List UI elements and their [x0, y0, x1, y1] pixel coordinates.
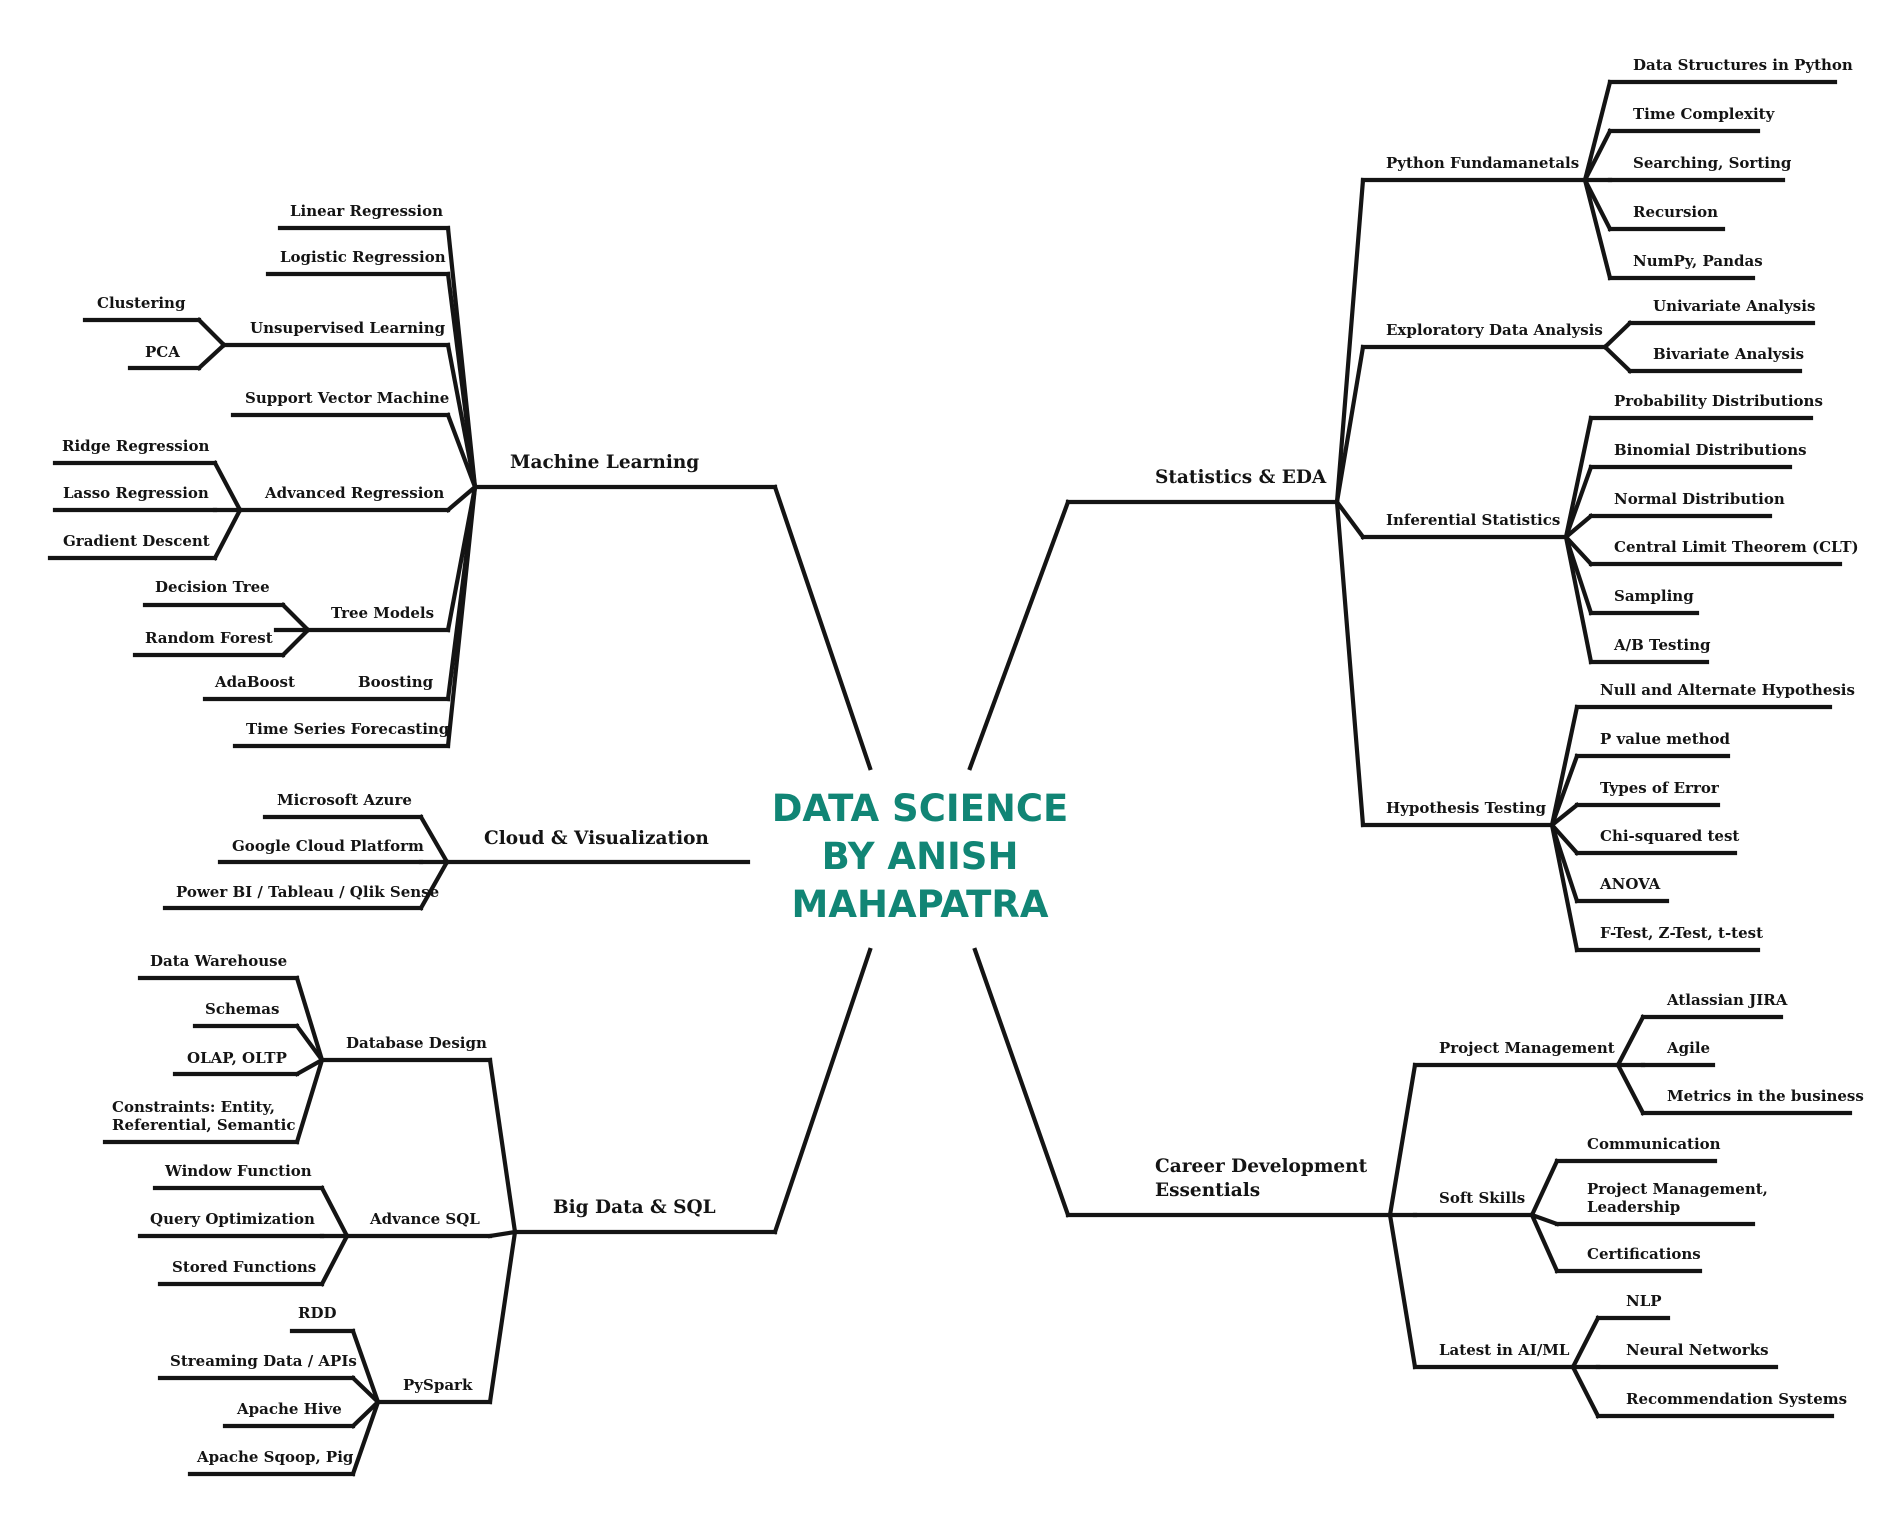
topic-logistic-regression: Logistic Regression [280, 248, 446, 266]
item-anova: ANOVA [1599, 875, 1661, 893]
item-query-optimization: Query Optimization [150, 1210, 315, 1228]
branch-label-career-line-1: Career Development [1155, 1156, 1368, 1177]
item-chi-squared-test: Chi-squared test [1600, 827, 1739, 845]
topic-advance-sql: Advance SQL [369, 1210, 480, 1228]
topic-inferential-statistics: Inferential Statistics [1386, 511, 1560, 529]
center-title-line-2: BY ANISH [822, 835, 1019, 878]
item-google-cloud-platform: Google Cloud Platform [232, 837, 424, 855]
topic-tree-models: Tree Models [331, 604, 434, 622]
item-certifications: Certifications [1587, 1245, 1701, 1263]
branch-label-statistics-eda: Statistics & EDA [1155, 467, 1327, 488]
item-metrics-in-business: Metrics in the business [1667, 1087, 1864, 1105]
item-ab-testing: A/B Testing [1613, 636, 1711, 654]
item-agile: Agile [1666, 1039, 1710, 1057]
item-sampling: Sampling [1614, 587, 1694, 605]
item-types-of-error: Types of Error [1600, 779, 1720, 797]
item-bivariate-analysis: Bivariate Analysis [1653, 345, 1804, 363]
item-p-value-method: P value method [1600, 730, 1731, 748]
item-communication: Communication [1587, 1135, 1721, 1153]
branch-career-development: Career Development Essentials Project Ma… [1155, 991, 1864, 1408]
item-null-alternate-hypothesis: Null and Alternate Hypothesis [1600, 681, 1855, 699]
item-stored-functions: Stored Functions [172, 1258, 316, 1276]
topic-boosting: Boosting [358, 673, 434, 691]
topic-hypothesis-testing: Hypothesis Testing [1386, 799, 1547, 817]
item-clustering: Clustering [97, 294, 186, 312]
connector-lines [47, 79, 1853, 1477]
item-time-complexity: Time Complexity [1633, 105, 1776, 123]
item-probability-distributions: Probability Distributions [1614, 392, 1823, 410]
branch-label-career-line-2: Essentials [1155, 1180, 1260, 1201]
branch-cloud-visualization: Cloud & Visualization Microsoft Azure Go… [176, 791, 709, 901]
topic-project-management: Project Management [1439, 1039, 1615, 1057]
topic-unsupervised-learning: Unsupervised Learning [250, 319, 446, 337]
center-title-line-3: MAHAPATRA [792, 883, 1049, 926]
item-apache-sqoop-pig: Apache Sqoop, Pig [196, 1448, 354, 1466]
item-microsoft-azure: Microsoft Azure [277, 791, 412, 809]
item-decision-tree: Decision Tree [155, 578, 270, 596]
item-pca: PCA [145, 343, 180, 361]
item-pm-leadership-line-2: Leadership [1587, 1198, 1680, 1216]
item-univariate-analysis: Univariate Analysis [1653, 297, 1815, 315]
item-data-structures-python: Data Structures in Python [1633, 56, 1853, 74]
item-binomial-distributions: Binomial Distributions [1614, 441, 1807, 459]
topic-support-vector-machine: Support Vector Machine [245, 389, 449, 407]
item-recommendation-systems: Recommendation Systems [1626, 1390, 1847, 1408]
item-lasso-regression: Lasso Regression [63, 484, 209, 502]
branch-label-machine-learning: Machine Learning [510, 452, 699, 473]
branch-statistics-eda: Statistics & EDA Python Fundamanetals Da… [1155, 56, 1859, 942]
item-streaming-data-apis: Streaming Data / APIs [170, 1352, 357, 1370]
item-power-bi-tableau-qlik: Power BI / Tableau / Qlik Sense [176, 883, 439, 901]
item-central-limit-theorem: Central Limit Theorem (CLT) [1614, 538, 1859, 556]
item-searching-sorting: Searching, Sorting [1633, 154, 1792, 172]
topic-latest-ai-ml: Latest in AI/ML [1439, 1341, 1570, 1359]
item-apache-hive: Apache Hive [236, 1400, 342, 1418]
item-pm-leadership-line-1: Project Management, [1587, 1180, 1768, 1198]
item-constraints-line-2: Referential, Semantic [112, 1116, 295, 1134]
topic-soft-skills: Soft Skills [1439, 1189, 1525, 1207]
topic-advanced-regression: Advanced Regression [264, 484, 444, 502]
item-rdd: RDD [298, 1304, 336, 1322]
topic-pyspark: PySpark [403, 1376, 473, 1394]
branch-big-data-sql: Big Data & SQL Database Design Data Ware… [112, 952, 716, 1466]
item-numpy-pandas: NumPy, Pandas [1633, 252, 1763, 270]
topic-time-series-forecasting: Time Series Forecasting [246, 720, 450, 738]
item-schemas: Schemas [205, 1000, 279, 1018]
item-ridge-regression: Ridge Regression [62, 437, 209, 455]
topic-database-design: Database Design [346, 1034, 487, 1052]
branch-machine-learning: Machine Learning Linear Regression Logis… [62, 202, 699, 738]
central-title: DATA SCIENCE BY ANISH MAHAPATRA [772, 787, 1069, 926]
item-olap-oltp: OLAP, OLTP [187, 1049, 287, 1067]
item-random-forest: Random Forest [145, 629, 273, 647]
item-window-function: Window Function [164, 1162, 312, 1180]
item-constraints-line-1: Constraints: Entity, [112, 1098, 275, 1116]
item-neural-networks: Neural Networks [1626, 1341, 1769, 1359]
center-title-line-1: DATA SCIENCE [772, 787, 1069, 830]
item-adaboost: AdaBoost [214, 673, 295, 691]
item-atlassian-jira: Atlassian JIRA [1666, 991, 1788, 1009]
item-f-z-t-test: F-Test, Z-Test, t-test [1600, 924, 1763, 942]
branch-label-cloud-visualization: Cloud & Visualization [484, 828, 709, 849]
item-recursion: Recursion [1633, 203, 1718, 221]
topic-python-fundamentals: Python Fundamanetals [1386, 154, 1579, 172]
item-gradient-descent: Gradient Descent [63, 532, 210, 550]
item-normal-distribution: Normal Distribution [1614, 490, 1785, 508]
topic-exploratory-data-analysis: Exploratory Data Analysis [1386, 321, 1603, 339]
branch-label-big-data-sql: Big Data & SQL [553, 1197, 716, 1218]
item-nlp: NLP [1626, 1292, 1662, 1310]
item-data-warehouse: Data Warehouse [150, 952, 287, 970]
topic-linear-regression: Linear Regression [290, 202, 443, 220]
